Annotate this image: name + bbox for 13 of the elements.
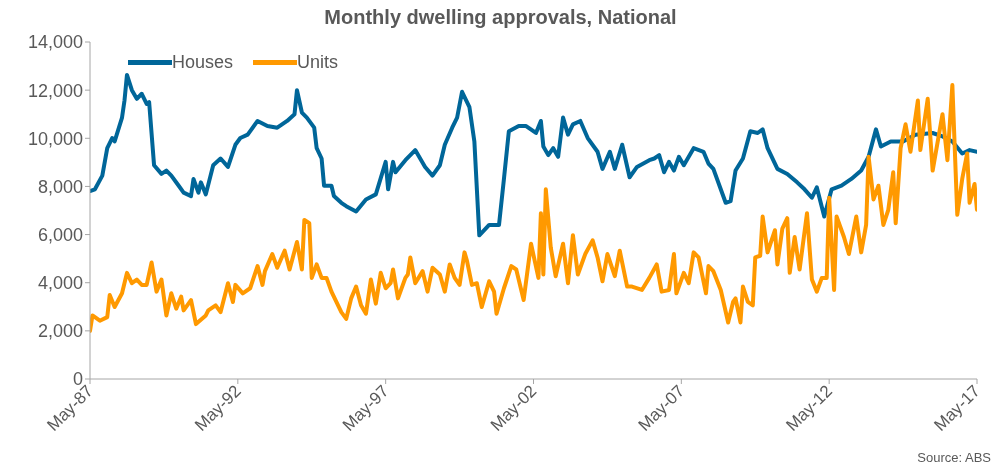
y-tick-label: 12,000 [27, 80, 83, 101]
chart-title: Monthly dwelling approvals, National [323, 6, 678, 29]
y-tick-label: 10,000 [27, 128, 83, 149]
legend-label: Houses [172, 52, 234, 73]
y-tick-label: 6,000 [37, 224, 83, 245]
line-series [90, 72, 977, 238]
legend-label: Units [297, 52, 339, 73]
y-tick-label: 2,000 [37, 321, 83, 342]
y-tick-label: 14,000 [27, 32, 83, 53]
y-tick-label: 8,000 [37, 176, 83, 197]
y-tick-label: 4,000 [37, 273, 83, 294]
line-series [90, 83, 977, 333]
source-note: Source: ABS [917, 450, 991, 465]
